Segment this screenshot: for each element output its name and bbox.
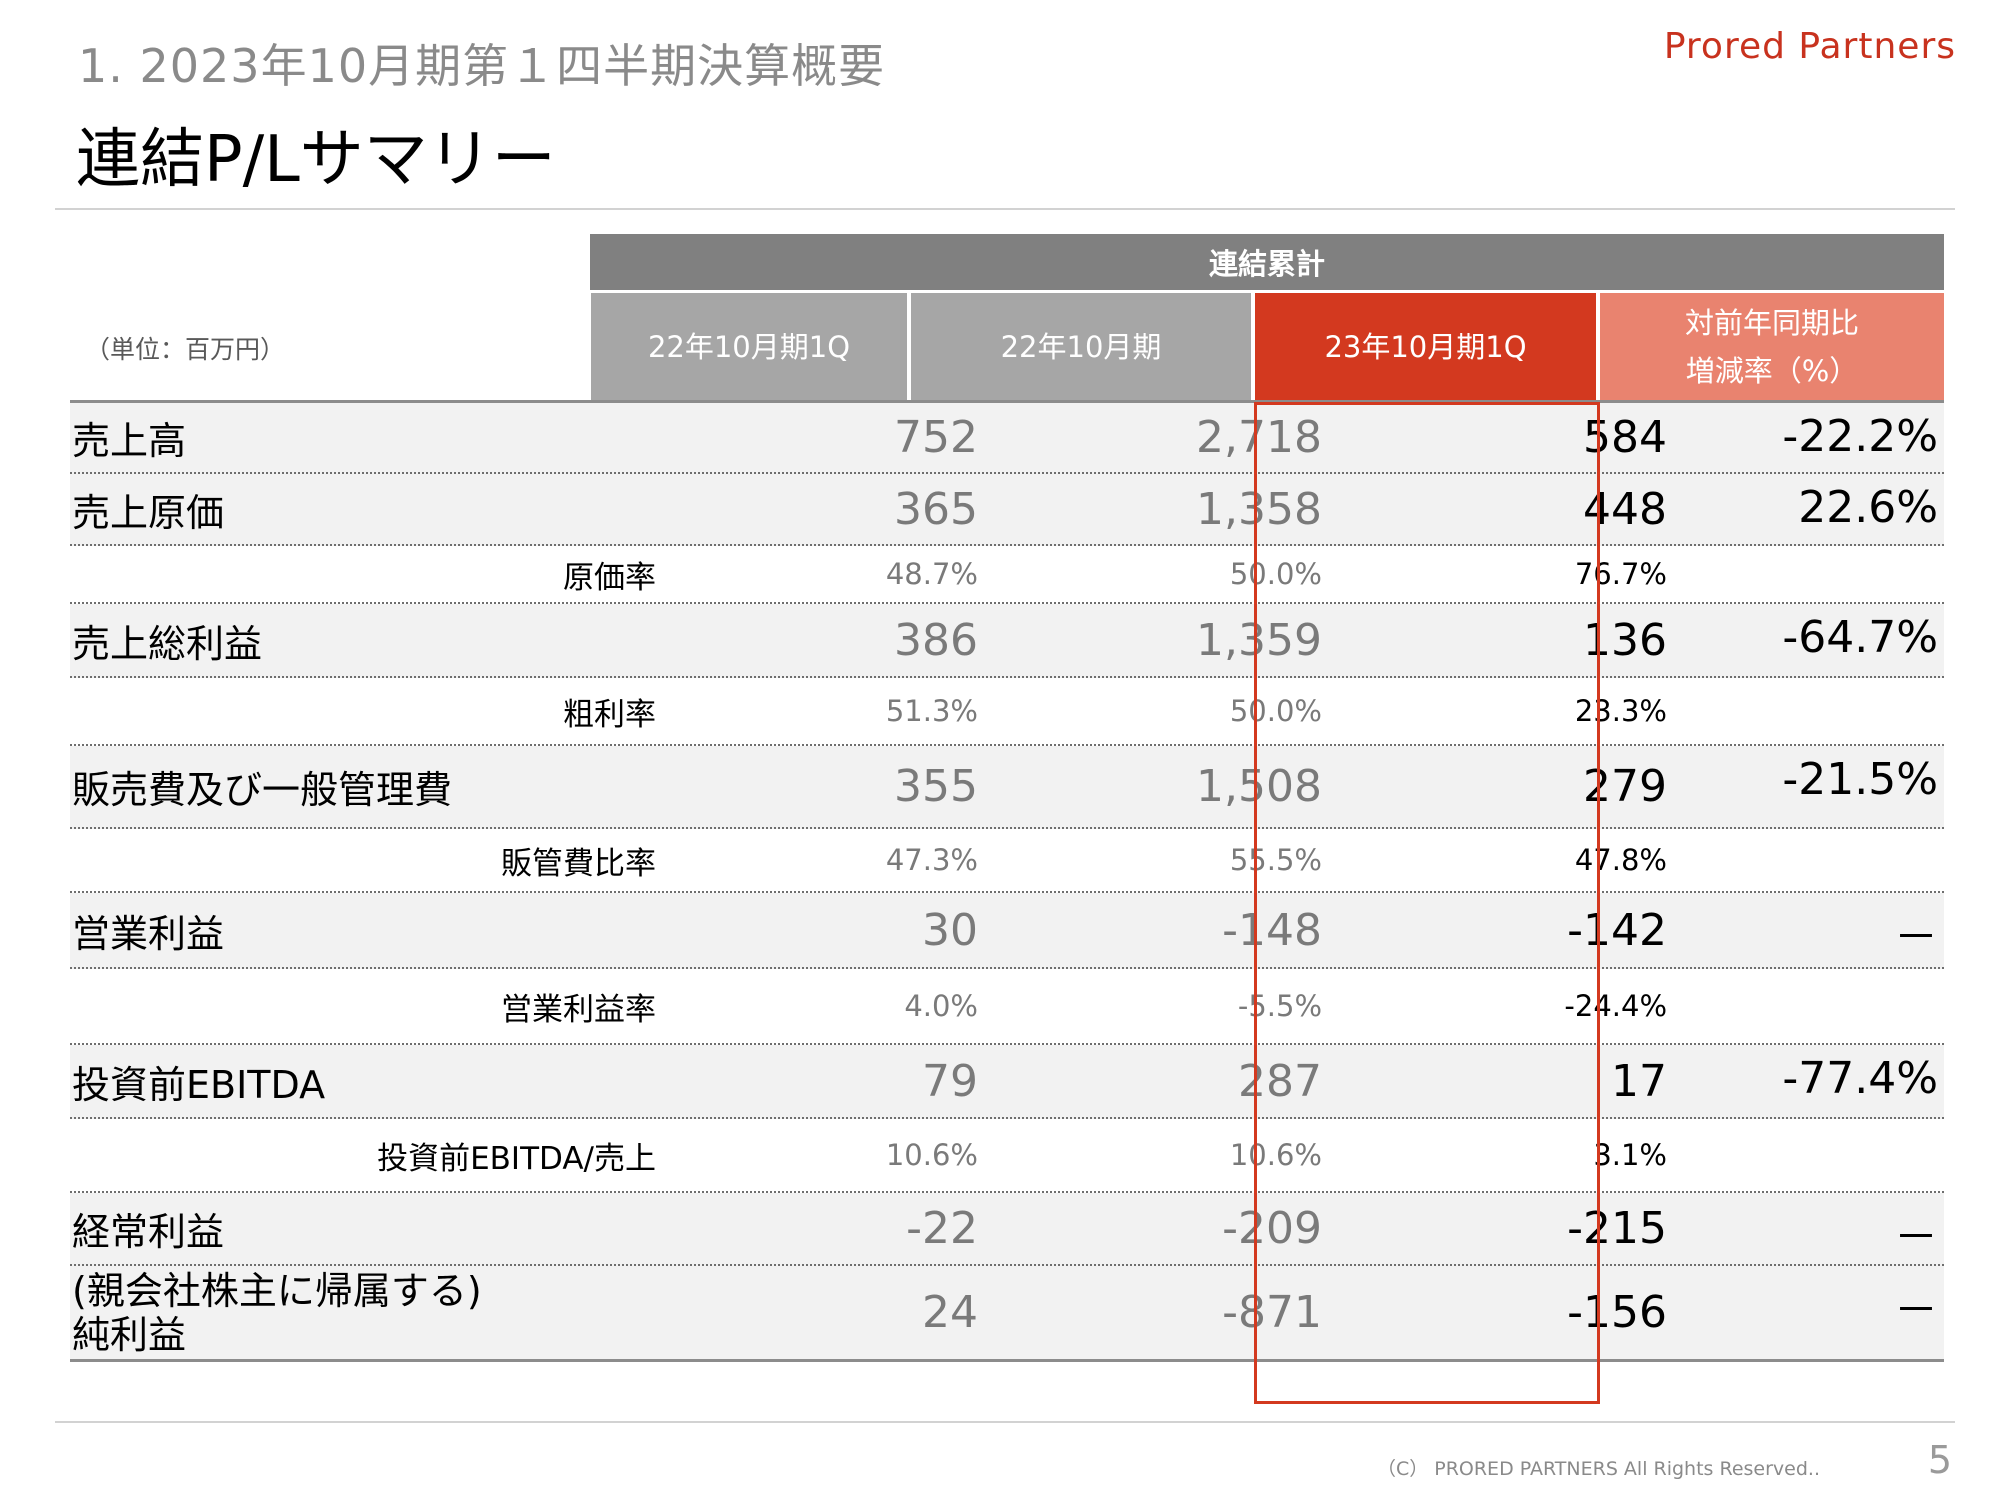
table-row-cost-of-sales: 売上原価 365 1,358 448 22.6%: [70, 474, 1944, 546]
row-label: 投資前EBITDA: [72, 1062, 326, 1107]
value-22q1: 386: [894, 614, 978, 666]
value-22fy: 10.6%: [1229, 1138, 1322, 1172]
value-23q1: -215: [1567, 1203, 1667, 1254]
value-23q1: 279: [1583, 761, 1667, 812]
value-23q1: 448: [1583, 483, 1667, 535]
copyright-notice: （C） PRORED PARTNERS All Rights Reserved.…: [1376, 1458, 1820, 1480]
value-22fy: -871: [1222, 1287, 1322, 1338]
value-yoy: -22.2%: [1782, 411, 1938, 462]
table-row-sga: 販売費及び一般管理費 355 1,508 279 -21.5%: [70, 746, 1944, 829]
value-22fy: 50.0%: [1229, 694, 1322, 728]
value-22fy: 2,718: [1196, 412, 1322, 463]
table-row-ordinary-income: 経常利益 -22 -209 -215 －: [70, 1193, 1944, 1266]
value-22q1: 365: [894, 483, 978, 535]
value-yoy: -77.4%: [1782, 1053, 1938, 1104]
value-yoy: －: [1894, 912, 1938, 963]
row-label: 投資前EBITDA/売上: [377, 1140, 656, 1177]
page-number: 5: [1927, 1438, 1952, 1482]
row-label: 売上総利益: [72, 621, 263, 666]
value-23q1: 584: [1583, 412, 1667, 463]
row-label: 販売費及び一般管理費: [72, 768, 453, 812]
row-label: 経常利益: [72, 1210, 225, 1254]
value-22q1: 24: [922, 1287, 978, 1338]
value-23q1: 23.3%: [1574, 694, 1667, 728]
value-23q1: 76.7%: [1574, 557, 1667, 591]
value-yoy: －: [1894, 1285, 1938, 1336]
value-22q1: 48.7%: [885, 557, 978, 591]
header-divider: [55, 208, 1955, 210]
table-row-gross-profit: 売上総利益 386 1,359 136 -64.7%: [70, 604, 1944, 678]
column-header-yoy-change: 対前年同期比 増減率（%）: [1600, 293, 1944, 400]
value-yoy: －: [1894, 1212, 1938, 1263]
value-22q1: -22: [906, 1203, 978, 1254]
value-22fy: -5.5%: [1237, 989, 1322, 1023]
value-23q1: 47.8%: [1574, 843, 1667, 877]
value-22fy: 1,508: [1196, 761, 1322, 812]
value-22q1: 30: [922, 904, 978, 956]
value-23q1: -24.4%: [1564, 989, 1667, 1023]
row-label: 営業利益: [72, 911, 225, 956]
table-row-gross-margin: 粗利率 51.3% 50.0% 23.3%: [70, 678, 1944, 746]
table-row-net-income: (親会社株主に帰属する) 純利益 24 -871 -156 －: [70, 1266, 1944, 1362]
column-header-23q1: 23年10月期1Q: [1255, 293, 1596, 400]
value-22q1: 355: [894, 761, 978, 812]
footer-divider: [55, 1421, 1955, 1423]
value-22fy: -209: [1222, 1203, 1322, 1254]
value-23q1: -156: [1567, 1287, 1667, 1338]
table-row-revenue: 売上高 752 2,718 584 -22.2%: [70, 403, 1944, 474]
column-header-22q1: 22年10月期1Q: [591, 293, 907, 400]
value-yoy: 22.6%: [1798, 482, 1938, 533]
value-22fy: 1,358: [1196, 483, 1322, 535]
value-22fy: -148: [1222, 904, 1322, 956]
value-23q1: 17: [1611, 1055, 1667, 1107]
value-22fy: 1,359: [1196, 614, 1322, 666]
table-row-operating-margin: 営業利益率 4.0% -5.5% -24.4%: [70, 969, 1944, 1045]
table-row-operating-income: 営業利益 30 -148 -142 －: [70, 893, 1944, 969]
table-row-sga-ratio: 販管費比率 47.3% 55.5% 47.8%: [70, 829, 1944, 893]
header-underline: [70, 400, 1944, 403]
table-row-ebitda-margin: 投資前EBITDA/売上 10.6% 10.6% 3.1%: [70, 1119, 1944, 1193]
value-23q1: 136: [1583, 614, 1667, 666]
value-22q1: 51.3%: [885, 694, 978, 728]
group-header: 連結累計: [590, 234, 1944, 290]
value-22q1: 10.6%: [885, 1138, 978, 1172]
row-label: 粗利率: [563, 696, 656, 733]
value-22fy: 55.5%: [1229, 843, 1322, 877]
value-22q1: 47.3%: [885, 843, 978, 877]
value-23q1: -142: [1567, 904, 1667, 956]
section-subtitle: 1. 2023年10月期第１四半期決算概要: [78, 39, 886, 93]
value-yoy: -64.7%: [1782, 612, 1938, 663]
row-label: 販管費比率: [501, 845, 656, 882]
pl-summary-table: 売上高 752 2,718 584 -22.2% 売上原価 365 1,358 …: [70, 403, 1944, 1362]
value-22q1: 4.0%: [904, 989, 978, 1023]
row-label: 原価率: [563, 559, 656, 596]
brand-logo: Prored Partners: [1663, 26, 1956, 67]
row-label: 売上高: [72, 419, 187, 463]
column-header-22fy: 22年10月期: [911, 293, 1251, 400]
value-23q1: 3.1%: [1593, 1138, 1667, 1172]
value-22fy: 50.0%: [1229, 557, 1322, 591]
row-label: (親会社株主に帰属する) 純利益: [72, 1268, 482, 1357]
row-label: 売上原価: [72, 490, 225, 535]
value-22fy: 287: [1238, 1055, 1322, 1107]
table-row-ebitda: 投資前EBITDA 79 287 17 -77.4%: [70, 1045, 1944, 1119]
row-label: 営業利益率: [501, 991, 656, 1028]
value-yoy: -21.5%: [1782, 754, 1938, 805]
page-title: 連結P/Lサマリー: [76, 123, 556, 197]
value-22q1: 752: [894, 412, 978, 463]
table-row-cost-ratio: 原価率 48.7% 50.0% 76.7%: [70, 546, 1944, 604]
unit-label: （単位：百万円）: [85, 335, 286, 364]
value-22q1: 79: [922, 1055, 978, 1107]
